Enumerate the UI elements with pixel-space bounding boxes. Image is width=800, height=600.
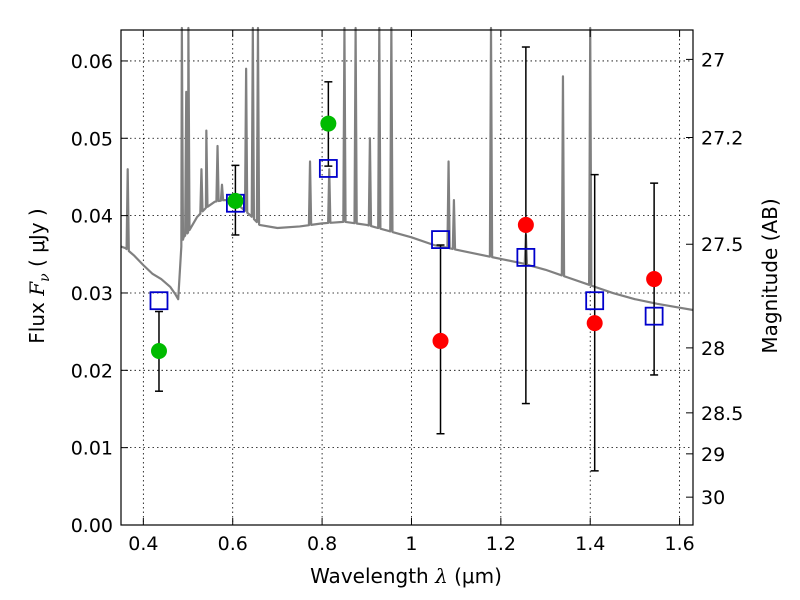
model-photometry-square xyxy=(318,159,338,178)
model-photometry-square xyxy=(149,291,169,311)
sed-spectrum-line xyxy=(120,26,694,312)
upper-limit-point xyxy=(586,315,603,332)
sed-model xyxy=(120,26,694,312)
y-tick-label: 0.00 xyxy=(71,515,113,537)
upper-limit-point xyxy=(646,271,663,288)
y2-tick-label: 27.5 xyxy=(701,234,743,256)
x-tick-label: 1 xyxy=(405,533,417,555)
detection-point xyxy=(150,342,167,359)
data-points xyxy=(149,46,664,472)
x-tick-label: 0.8 xyxy=(307,533,337,555)
y2-tick-label: 27.2 xyxy=(701,128,743,150)
grid xyxy=(121,30,693,526)
y-tick-label: 0.01 xyxy=(71,438,113,460)
model-photometry-square xyxy=(431,230,450,250)
model-photometry-square xyxy=(585,291,605,311)
y-tick-label: 0.03 xyxy=(71,283,113,305)
model-photometry-square xyxy=(644,306,664,326)
y-axis-label-prefix: Flux xyxy=(25,296,49,344)
upper-limit-point xyxy=(517,216,534,233)
y-tick-label: 0.02 xyxy=(71,360,113,382)
x-tick-label: 1.2 xyxy=(486,533,516,555)
y-axis-label-symbol: F xyxy=(25,281,49,297)
x-tick-label: 0.4 xyxy=(128,533,158,555)
y-tick-label: 0.06 xyxy=(71,51,113,73)
plot-frame xyxy=(120,29,694,526)
model-photometry-square xyxy=(516,247,536,267)
detection-point xyxy=(320,115,337,132)
y-tick-label: 0.04 xyxy=(71,206,113,228)
detection-point xyxy=(227,192,244,209)
x-axis-label-prefix: Wavelength xyxy=(310,564,435,588)
x-axis-label-units: (μm) xyxy=(448,564,502,588)
upper-limit-point xyxy=(432,332,449,349)
ticks: 0.4 0.6 0.8 1 1.2 1.4 1.6 0.00 0.01 0.02 0.03 0.04 0… xyxy=(71,30,743,555)
y2-tick-label: 30 xyxy=(701,487,725,509)
y2-tick-label: 28 xyxy=(701,338,725,360)
y-axis-label-units: ( μJy ) xyxy=(25,208,49,273)
y-tick-label: 0.05 xyxy=(71,128,113,150)
x-axis-label-symbol: λ xyxy=(434,564,448,588)
y2-tick-label: 28.5 xyxy=(701,403,743,425)
x-tick-label: 0.6 xyxy=(218,533,248,555)
x-axis-label: Wavelength λ (μm) xyxy=(310,564,502,588)
y2-tick-label: 27 xyxy=(701,49,725,71)
y-axis-label: Flux Fν ( μJy ) xyxy=(25,208,53,343)
y2-axis-label: Magnitude (AB) xyxy=(758,198,782,353)
x-tick-label: 1.4 xyxy=(575,533,605,555)
y2-tick-label: 29 xyxy=(701,444,725,466)
x-tick-label: 1.6 xyxy=(664,533,694,555)
y-axis-label-subscript: ν xyxy=(37,273,53,282)
